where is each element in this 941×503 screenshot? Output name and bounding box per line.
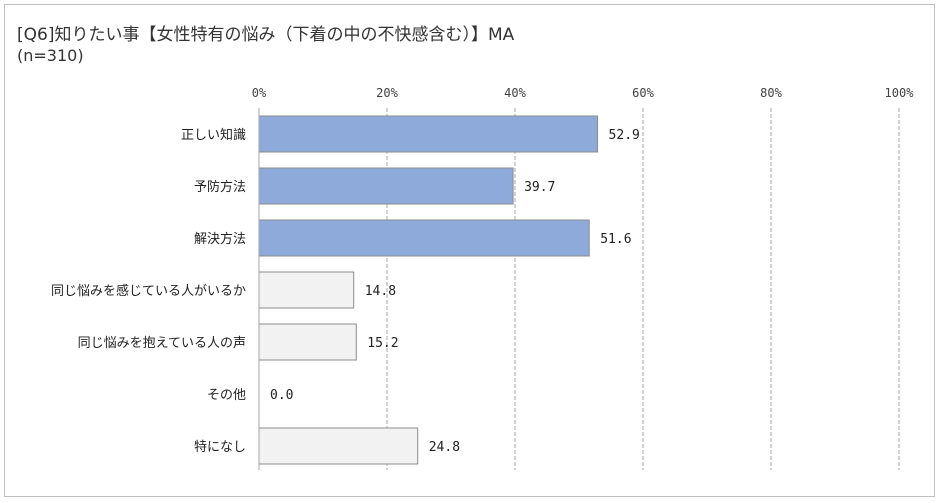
value-label: 15.2 — [367, 336, 398, 351]
bar — [258, 271, 355, 309]
bar — [258, 219, 590, 257]
x-tick-labels: 0% 20% 40% 60% 80% 100% — [252, 86, 914, 100]
value-labels: 52.9 39.7 51.6 14.8 15.2 0.0 24.8 — [270, 128, 640, 455]
value-label: 51.6 — [600, 232, 631, 247]
bar — [258, 167, 514, 205]
category-label: 同じ悩みを抱えている人の声 — [78, 335, 246, 351]
value-label: 14.8 — [365, 284, 396, 299]
category-label: その他 — [207, 388, 246, 403]
x-tick-label: 100% — [885, 86, 915, 100]
category-label: 予防方法 — [194, 179, 246, 195]
category-label: 特になし — [194, 440, 246, 455]
bar — [258, 115, 599, 153]
chart-subtitle: (n=310) — [17, 46, 84, 65]
value-label: 52.9 — [609, 128, 640, 143]
bar — [258, 427, 419, 465]
category-label: 解決方法 — [194, 231, 246, 247]
category-label: 正しい知識 — [181, 127, 246, 143]
category-label: 同じ悩みを感じている人がいるか — [51, 283, 246, 299]
value-label: 0.0 — [270, 388, 293, 403]
chart-title: [Q6]知りたい事【女性特有の悩み（下着の中の不快感含む）】MA — [17, 25, 515, 45]
bars — [258, 115, 599, 465]
value-label: 24.8 — [429, 440, 460, 455]
x-tick-label: 20% — [376, 86, 398, 100]
category-labels: 正しい知識予防方法解決方法同じ悩みを感じている人がいるか同じ悩みを抱えている人の… — [51, 127, 246, 455]
x-tick-label: 0% — [252, 86, 267, 100]
x-tick-label: 80% — [760, 86, 782, 100]
value-label: 39.7 — [524, 180, 555, 195]
x-tick-label: 60% — [632, 86, 654, 100]
gridlines — [386, 108, 900, 470]
x-tick-label: 40% — [504, 86, 526, 100]
bar — [258, 323, 357, 361]
